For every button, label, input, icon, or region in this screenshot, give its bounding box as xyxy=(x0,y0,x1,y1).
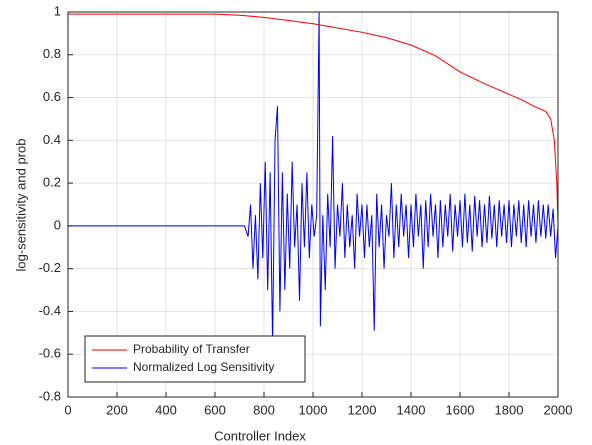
x-tick-label: 1200 xyxy=(348,402,377,417)
y-tick-label: 0.6 xyxy=(43,89,61,104)
legend-box xyxy=(84,335,306,383)
y-tick-label: 0.4 xyxy=(43,132,61,147)
x-tick-label: 1000 xyxy=(299,402,328,417)
x-tick-label: 600 xyxy=(204,402,226,417)
y-tick-label: -0.8 xyxy=(39,388,61,403)
legend-label: Normalized Log Sensitivity xyxy=(133,360,274,374)
y-axis-label: log-sensitivity and prob xyxy=(13,139,28,272)
x-tick-label: 1800 xyxy=(495,402,524,417)
y-tick-label: -0.4 xyxy=(39,303,61,318)
x-tick-label: 800 xyxy=(253,402,275,417)
x-tick-label: 1400 xyxy=(397,402,426,417)
y-tick-label: 0.8 xyxy=(43,46,61,61)
data-line xyxy=(68,13,558,226)
x-tick-label: 200 xyxy=(106,402,128,417)
axes-box xyxy=(67,11,559,398)
x-axis-label: Controller Index xyxy=(214,428,306,443)
y-tick-label: 0 xyxy=(54,217,61,232)
x-tick-label: 400 xyxy=(155,402,177,417)
x-tick-label: 2000 xyxy=(544,402,573,417)
legend-label: Probability of Transfer xyxy=(133,342,250,356)
x-tick-label: 0 xyxy=(64,402,71,417)
y-tick-label: 1 xyxy=(54,3,61,18)
data-line xyxy=(68,12,558,344)
y-tick-label: 0.2 xyxy=(43,175,61,190)
y-tick-label: -0.6 xyxy=(39,346,61,361)
y-tick-label: -0.2 xyxy=(39,260,61,275)
x-tick-label: 1600 xyxy=(446,402,475,417)
